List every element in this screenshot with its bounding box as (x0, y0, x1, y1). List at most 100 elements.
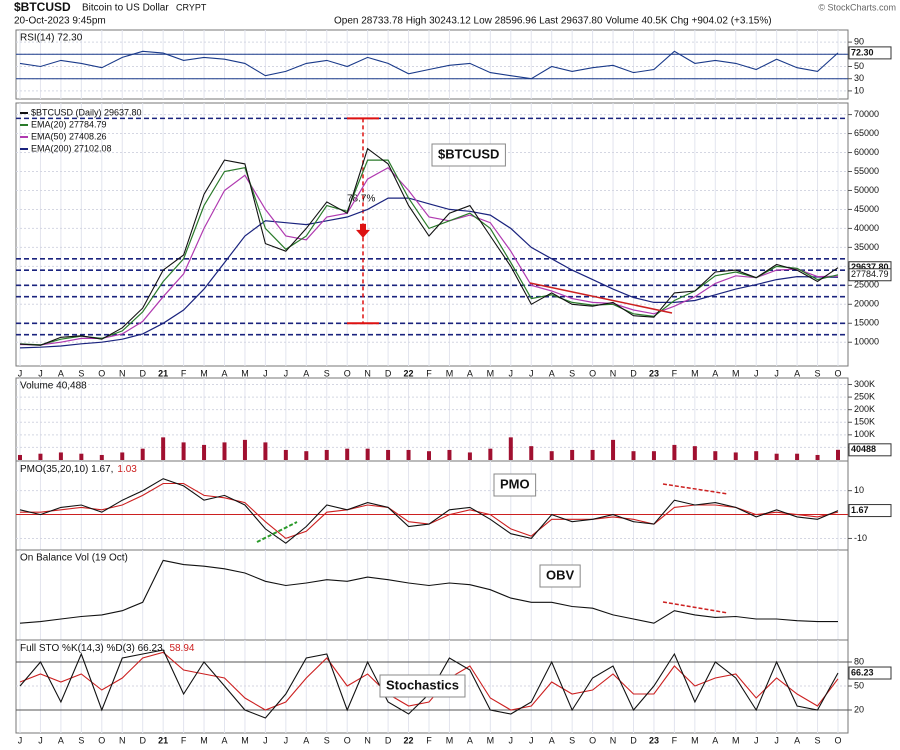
y-tick-label: 50 (854, 61, 864, 71)
bar (651, 451, 656, 460)
x-tick-label: A (221, 735, 227, 745)
bar (713, 451, 718, 460)
bar (99, 454, 104, 460)
x-tick-label: S (569, 735, 575, 745)
annotation: $BTCUSD (438, 146, 499, 161)
bar (140, 448, 145, 460)
x-tick-label: N (610, 368, 617, 378)
y-tick-label: 70000 (854, 109, 879, 119)
x-tick-label: A (712, 735, 718, 745)
x-tick-label: N (119, 368, 126, 378)
x-tick-label: M (732, 735, 740, 745)
y-tick-label: 250K (854, 391, 875, 401)
bar (38, 453, 43, 460)
x-tick-label: S (569, 368, 575, 378)
y-tick-label: 80 (854, 656, 864, 666)
series-line (19, 147, 839, 346)
bar (447, 449, 452, 460)
panel-title: RSI(14) 72.30 (20, 33, 83, 44)
y-tick-label: 65000 (854, 128, 879, 138)
last-value-label: 27784.79 (851, 269, 889, 279)
x-tick-label: M (732, 368, 740, 378)
x-tick-label: M (691, 368, 699, 378)
y-tick-label: 50 (854, 680, 864, 690)
x-tick-label: J (38, 368, 43, 378)
x-tick-label: M (487, 735, 495, 745)
last-value-box (848, 666, 892, 680)
bar (79, 453, 84, 460)
symbol: $BTCUSD (14, 0, 71, 14)
bar (774, 453, 779, 460)
x-tick-label: N (119, 735, 126, 745)
x-tick-label: F (426, 368, 432, 378)
y-tick-label: 15000 (854, 318, 879, 328)
x-tick-label: J (38, 735, 43, 745)
annotation: Stochastics (386, 677, 459, 692)
x-tick-label: S (815, 368, 821, 378)
series-line (19, 159, 839, 346)
last-value-label: 66.23 (851, 667, 874, 677)
annotation: PMO (500, 476, 530, 491)
bar (242, 439, 247, 460)
bar (18, 454, 22, 460)
bar (365, 448, 370, 460)
x-tick-label: J (509, 368, 514, 378)
x-tick-label: M (200, 368, 208, 378)
x-tick-label: O (589, 368, 596, 378)
x-tick-label: F (181, 368, 187, 378)
x-tick-label: J (509, 735, 514, 745)
bar (754, 451, 759, 460)
bar (222, 442, 227, 460)
x-tick-label: 23 (649, 368, 659, 378)
instrument-name: Bitcoin to US Dollar (82, 3, 169, 14)
series-line (19, 197, 839, 349)
trend-line (662, 601, 729, 614)
last-value-label: 40488 (851, 444, 876, 454)
last-value-box (848, 504, 892, 518)
series-line (19, 166, 839, 346)
annotation: OBV (546, 567, 575, 582)
x-tick-label: A (303, 735, 309, 745)
trend-line (529, 282, 673, 314)
y-tick-label: 10 (854, 85, 864, 95)
y-tick-label: 45000 (854, 204, 879, 214)
bar (324, 449, 329, 460)
x-tick-label: A (794, 735, 800, 745)
drawdown-arrow (356, 223, 370, 238)
annotation-box (379, 674, 466, 698)
bar (590, 449, 595, 460)
bar (692, 446, 697, 460)
y-tick-label: 100K (854, 429, 875, 439)
x-tick-label: J (263, 735, 268, 745)
x-tick-label: J (774, 735, 779, 745)
x-tick-label: 21 (158, 368, 168, 378)
x-tick-label: F (426, 735, 432, 745)
bar (161, 437, 166, 460)
bar (733, 452, 738, 460)
bar (815, 454, 820, 460)
x-tick-label: 22 (404, 735, 414, 745)
x-tick-label: O (589, 735, 596, 745)
x-tick-label: 22 (404, 368, 414, 378)
y-tick-label: 10000 (854, 337, 879, 347)
panel-title: On Balance Vol (19 Oct) (20, 553, 128, 564)
x-tick-label: O (344, 735, 351, 745)
y-tick-label: 55000 (854, 166, 879, 176)
bar (508, 437, 513, 460)
bar (488, 448, 493, 460)
x-tick-label: F (181, 735, 187, 745)
series-line (19, 651, 839, 711)
x-tick-label: D (385, 735, 392, 745)
last-value-label: 1.67 (851, 505, 869, 515)
bar (304, 451, 309, 460)
x-tick-label: O (98, 735, 105, 745)
y-tick-label: 50000 (854, 185, 879, 195)
bar (181, 442, 186, 460)
annotation-box (493, 473, 537, 497)
y-tick-label: 40000 (854, 223, 879, 233)
x-tick-label: J (529, 735, 534, 745)
x-tick-label: D (630, 368, 637, 378)
x-tick-label: O (344, 368, 351, 378)
x-tick-label: A (712, 368, 718, 378)
